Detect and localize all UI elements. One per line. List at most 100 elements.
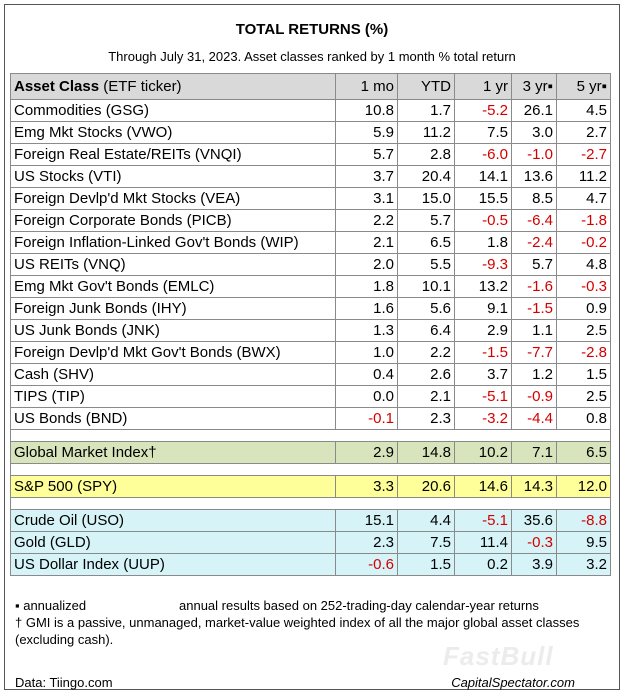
return-y3: -4.4 bbox=[511, 407, 557, 430]
asset-name: US Junk Bonds (JNK) bbox=[10, 319, 336, 342]
table-body: Commodities (GSG) 10.8 1.7 -5.2 26.1 4.5 Emg M… bbox=[10, 99, 611, 576]
return-y3: -2.4 bbox=[511, 231, 557, 254]
return-y1: 1.8 bbox=[454, 231, 512, 254]
return-y1: 7.5 bbox=[454, 121, 512, 144]
return-y5: 2.7 bbox=[556, 121, 611, 144]
return-y5: 2.5 bbox=[556, 385, 611, 408]
note-annualized-desc: annual results based on 252-trading-day … bbox=[179, 598, 539, 613]
asset-name: TIPS (TIP) bbox=[10, 385, 336, 408]
asset-name: US REITs (VNQ) bbox=[10, 253, 336, 276]
return-y1: 13.2 bbox=[454, 275, 512, 298]
return-ytd: 2.3 bbox=[397, 407, 455, 430]
return-m1: 0.0 bbox=[335, 385, 398, 408]
site-credit: CapitalSpectator.com bbox=[451, 675, 575, 690]
asset-name: Emg Mkt Gov't Bonds (EMLC) bbox=[10, 275, 336, 298]
return-y5: -2.7 bbox=[556, 143, 611, 166]
return-y1: 11.4 bbox=[454, 531, 512, 554]
return-y5: 9.5 bbox=[556, 531, 611, 554]
return-y3: 8.5 bbox=[511, 187, 557, 210]
return-ytd: 5.7 bbox=[397, 209, 455, 232]
asset-name: Foreign Real Estate/REITs (VNQI) bbox=[10, 143, 336, 166]
return-y3: -6.4 bbox=[511, 209, 557, 232]
watermark: FastBull bbox=[443, 641, 554, 671]
page-title: TOTAL RETURNS (%) bbox=[235, 21, 389, 38]
asset-name: Commodities (GSG) bbox=[10, 99, 336, 122]
table-row: Commodities (GSG) 10.8 1.7 -5.2 26.1 4.5 bbox=[10, 99, 611, 122]
return-m1: 3.1 bbox=[335, 187, 398, 210]
return-y5: 3.2 bbox=[556, 553, 611, 576]
return-y3: -0.3 bbox=[511, 531, 557, 554]
return-y1: -3.2 bbox=[454, 407, 512, 430]
return-y1: 3.7 bbox=[454, 363, 512, 386]
return-m1: 2.3 bbox=[335, 531, 398, 554]
return-m1: 1.6 bbox=[335, 297, 398, 320]
return-ytd: 2.6 bbox=[397, 363, 455, 386]
return-m1: 1.8 bbox=[335, 275, 398, 298]
table-row: Foreign Devlp'd Mkt Stocks (VEA) 3.1 15.0 1… bbox=[10, 187, 611, 210]
header-ytd: YTD bbox=[397, 73, 455, 100]
table-row: Emg Mkt Stocks (VWO) 5.9 11.2 7.5 3.0 2.7 bbox=[10, 121, 611, 144]
return-ytd: 10.1 bbox=[397, 275, 455, 298]
return-y3: -1.6 bbox=[511, 275, 557, 298]
return-y1: 10.2 bbox=[454, 441, 512, 464]
return-y3: 35.6 bbox=[511, 509, 557, 532]
gmi-row: Global Market Index† 2.9 14.8 10.2 7.1 6.5 bbox=[10, 441, 611, 464]
return-y1: 2.9 bbox=[454, 319, 512, 342]
return-y3: -1.0 bbox=[511, 143, 557, 166]
table-row: Foreign Junk Bonds (IHY) 1.6 5.6 9.1 -1.5 0.9 bbox=[10, 297, 611, 320]
return-y1: -5.2 bbox=[454, 99, 512, 122]
return-ytd: 11.2 bbox=[397, 121, 455, 144]
return-ytd: 20.4 bbox=[397, 165, 455, 188]
return-y3: 1.2 bbox=[511, 363, 557, 386]
return-m1: 5.9 bbox=[335, 121, 398, 144]
data-source: Data: Tiingo.com bbox=[15, 675, 113, 690]
spacer-row bbox=[10, 429, 611, 442]
return-m1: -0.6 bbox=[335, 553, 398, 576]
return-m1: 2.2 bbox=[335, 209, 398, 232]
asset-name: US Stocks (VTI) bbox=[10, 165, 336, 188]
asset-name: Foreign Corporate Bonds (PICB) bbox=[10, 209, 336, 232]
return-y5: 4.7 bbox=[556, 187, 611, 210]
return-y5: 2.5 bbox=[556, 319, 611, 342]
return-y3: 1.1 bbox=[511, 319, 557, 342]
return-y5: -0.2 bbox=[556, 231, 611, 254]
return-y5: 4.5 bbox=[556, 99, 611, 122]
return-y5: -2.8 bbox=[556, 341, 611, 364]
other-row: Crude Oil (USO) 15.1 4.4 -5.1 35.6 -8.8 bbox=[10, 509, 611, 532]
return-y5: 0.9 bbox=[556, 297, 611, 320]
return-m1: 15.1 bbox=[335, 509, 398, 532]
return-y5: -8.8 bbox=[556, 509, 611, 532]
table-row: Emg Mkt Gov't Bonds (EMLC) 1.8 10.1 13.2 -1.… bbox=[10, 275, 611, 298]
return-ytd: 6.4 bbox=[397, 319, 455, 342]
return-y1: 14.1 bbox=[454, 165, 512, 188]
asset-name: Global Market Index† bbox=[10, 441, 336, 464]
asset-name: Foreign Devlp'd Mkt Gov't Bonds (BWX) bbox=[10, 341, 336, 364]
return-m1: 1.3 bbox=[335, 319, 398, 342]
table-row: US REITs (VNQ) 2.0 5.5 -9.3 5.7 4.8 bbox=[10, 253, 611, 276]
table-row: Foreign Real Estate/REITs (VNQI) 5.7 2.8 -6… bbox=[10, 143, 611, 166]
header-5yr: 5 yr▪ bbox=[556, 73, 611, 100]
return-y1: -1.5 bbox=[454, 341, 512, 364]
return-y5: 6.5 bbox=[556, 441, 611, 464]
return-m1: 2.9 bbox=[335, 441, 398, 464]
return-y1: -9.3 bbox=[454, 253, 512, 276]
returns-table: Asset Class (ETF ticker) 1 mo YTD 1 yr 3… bbox=[10, 73, 611, 576]
asset-name: Cash (SHV) bbox=[10, 363, 336, 386]
return-ytd: 2.1 bbox=[397, 385, 455, 408]
header-1yr: 1 yr bbox=[454, 73, 512, 100]
asset-name: Gold (GLD) bbox=[10, 531, 336, 554]
return-y5: 1.5 bbox=[556, 363, 611, 386]
return-y5: 12.0 bbox=[556, 475, 611, 498]
return-y1: -5.1 bbox=[454, 385, 512, 408]
return-m1: 2.0 bbox=[335, 253, 398, 276]
return-y3: 3.0 bbox=[511, 121, 557, 144]
return-ytd: 5.6 bbox=[397, 297, 455, 320]
return-ytd: 15.0 bbox=[397, 187, 455, 210]
return-ytd: 7.5 bbox=[397, 531, 455, 554]
return-ytd: 1.5 bbox=[397, 553, 455, 576]
spy-row: S&P 500 (SPY) 3.3 20.6 14.6 14.3 12.0 bbox=[10, 475, 611, 498]
table-row: US Bonds (BND) -0.1 2.3 -3.2 -4.4 0.8 bbox=[10, 407, 611, 430]
return-y5: -1.8 bbox=[556, 209, 611, 232]
return-y1: -6.0 bbox=[454, 143, 512, 166]
header-3yr: 3 yr▪ bbox=[511, 73, 557, 100]
